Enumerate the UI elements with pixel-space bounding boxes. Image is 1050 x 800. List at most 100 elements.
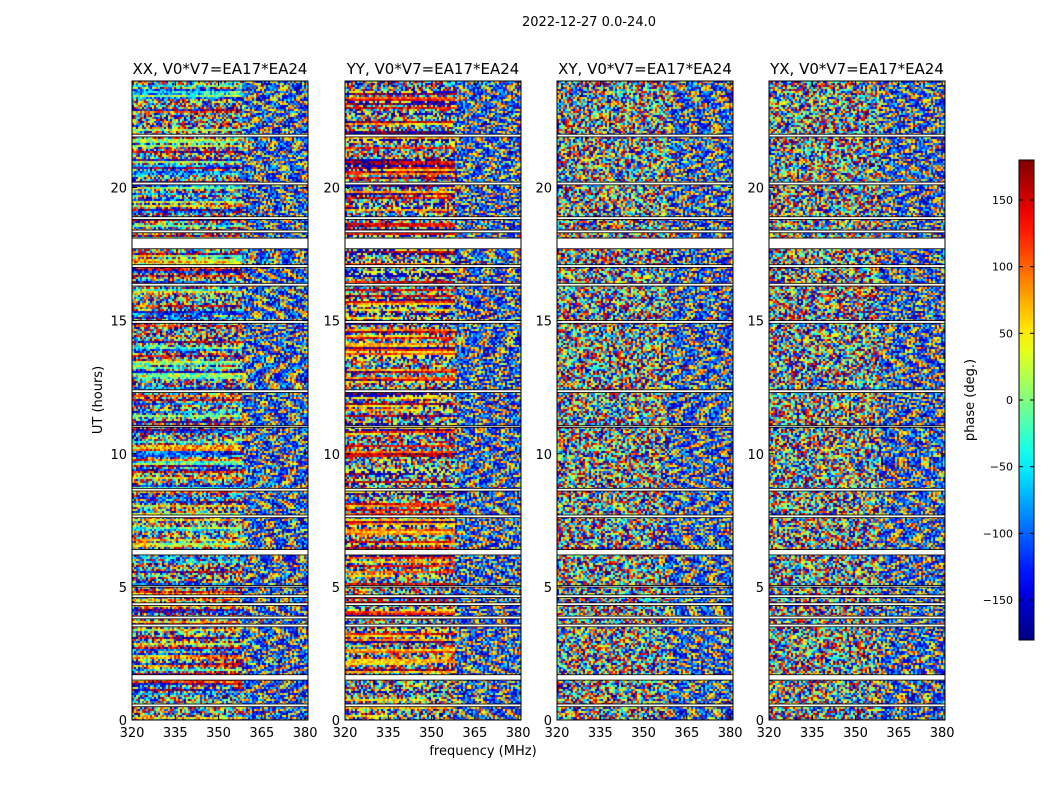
panel-frame [556,80,734,721]
flagged-band [131,216,309,220]
x-axis-label: frequency (MHz) [429,744,536,759]
x-tick-label: 350 [206,726,231,741]
panel-title: YX, V0*V7=EA17*EA24 [769,60,944,78]
x-tick-label: 320 [333,726,358,741]
x-tick-label: 380 [930,726,955,741]
panel-yy: YY, V0*V7=EA17*EA24 320 335 350 365 380 0 5 10 15… [323,60,530,741]
flagged-band [344,549,522,556]
flagged-band [131,615,309,620]
y-tick-label: 0 [332,714,340,729]
flagged-band [344,133,522,138]
panel-frame [768,80,946,721]
flagged-band [131,549,309,556]
colorbar-tick-label: −150 [983,594,1013,607]
flagged-band [344,229,522,234]
colorbar: 150 100 50 0 −50 −100 −150 [983,159,1035,641]
flagged-band [344,623,522,628]
flagged-band [556,320,734,324]
flagged-band [556,133,734,138]
y-axis-label: UT (hours) [91,366,106,434]
flagged-band [344,320,522,324]
y-tick-label: 5 [119,581,127,596]
flagged-band [768,216,946,220]
flagged-band [344,514,522,519]
flagged-band [768,264,946,268]
flagged-band [344,216,522,220]
y-tick-label: 10 [535,448,552,463]
flagged-band [768,594,946,598]
flagged-band [344,389,522,393]
colorbar-tick-label: 100 [992,261,1013,274]
x-tick-label: 350 [419,726,444,741]
flagged-band [768,133,946,138]
flagged-band [768,237,946,250]
flagged-band [556,237,734,250]
x-tick-label: 320 [120,726,145,741]
y-tick-label: 20 [747,182,764,197]
x-tick-label: 380 [293,726,318,741]
flagged-band [768,229,946,234]
x-tick-label: 380 [718,726,743,741]
flagged-band [556,216,734,220]
flagged-band [131,320,309,324]
phase-image-xy [557,81,733,720]
flagged-band [131,585,309,588]
panel-yx: YX, V0*V7=EA17*EA24 320 335 350 365 380 0 5 10 15… [747,60,954,741]
x-tick-label: 350 [631,726,656,741]
flagged-band [556,674,734,681]
flagged-band [344,237,522,250]
y-tick-label: 15 [323,315,340,330]
flagged-band [556,282,734,287]
phase-image-xx [132,81,308,720]
flagged-band [556,425,734,428]
y-tick-label: 15 [747,315,764,330]
x-tick-label: 320 [757,726,782,741]
flagged-band [344,264,522,268]
flagged-band [768,585,946,588]
flagged-band [131,594,309,598]
flagged-band [556,623,734,628]
flagged-band [768,487,946,492]
flagged-band [768,514,946,519]
flagged-band [556,514,734,519]
panel-title: XX, V0*V7=EA17*EA24 [133,60,308,78]
panel-frame [131,80,309,721]
flagged-band [344,282,522,287]
flagged-band [556,585,734,588]
panels-group: XX, V0*V7=EA17*EA24 320 335 350 365 380 0 5 10 15… [110,60,954,741]
flagged-band [768,602,946,606]
colorbar-tick-label: 0 [1006,394,1013,407]
colorbar-tick-label: −100 [983,527,1013,540]
y-tick-label: 10 [747,448,764,463]
flagged-band [556,229,734,234]
flagged-band [131,229,309,234]
flagged-band [556,602,734,606]
x-tick-label: 335 [163,726,188,741]
flagged-band [131,389,309,393]
x-tick-label: 350 [843,726,868,741]
flagged-band [556,549,734,556]
flagged-band [131,623,309,628]
flagged-band [556,389,734,393]
colorbar-tick-label: 150 [992,194,1013,207]
flagged-band [556,594,734,598]
flagged-band [768,623,946,628]
x-tick-label: 365 [886,726,911,741]
flagged-band [768,615,946,620]
flagged-band [556,264,734,268]
phase-image-yx [769,81,945,720]
x-tick-label: 365 [249,726,274,741]
flagged-band [344,703,522,708]
flagged-band [131,514,309,519]
x-tick-label: 335 [588,726,613,741]
flagged-band [344,615,522,620]
flagged-band [768,282,946,287]
flagged-band [768,425,946,428]
flagged-band [131,237,309,250]
y-tick-label: 0 [544,714,552,729]
flagged-band [344,181,522,186]
flagged-band [131,264,309,268]
y-tick-label: 10 [323,448,340,463]
flagged-band [131,674,309,681]
panel-xy: XY, V0*V7=EA17*EA24 320 335 350 365 380 0 5 10 15… [535,60,742,741]
